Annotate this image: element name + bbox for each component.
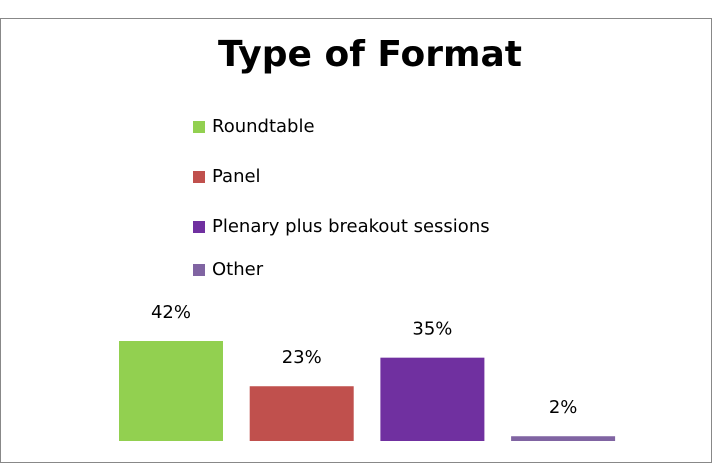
- chart-frame: [0, 18, 712, 463]
- legend-label: Plenary plus breakout sessions: [212, 216, 490, 237]
- legend-swatch: [193, 264, 205, 276]
- bar: [119, 341, 223, 441]
- chart-title: Type of Format: [218, 34, 522, 75]
- bar: [249, 386, 354, 441]
- legend-label: Panel: [212, 166, 261, 187]
- bar: [511, 436, 616, 441]
- value-label: 2%: [549, 397, 578, 418]
- value-label: 42%: [151, 302, 191, 323]
- value-label: 35%: [412, 319, 452, 340]
- legend-swatch: [193, 121, 205, 133]
- legend-label: Other: [212, 259, 264, 280]
- legend-label: Roundtable: [212, 116, 315, 137]
- legend-swatch: [193, 171, 205, 183]
- bar: [380, 357, 485, 441]
- value-label: 23%: [282, 347, 322, 368]
- legend-swatch: [193, 221, 205, 233]
